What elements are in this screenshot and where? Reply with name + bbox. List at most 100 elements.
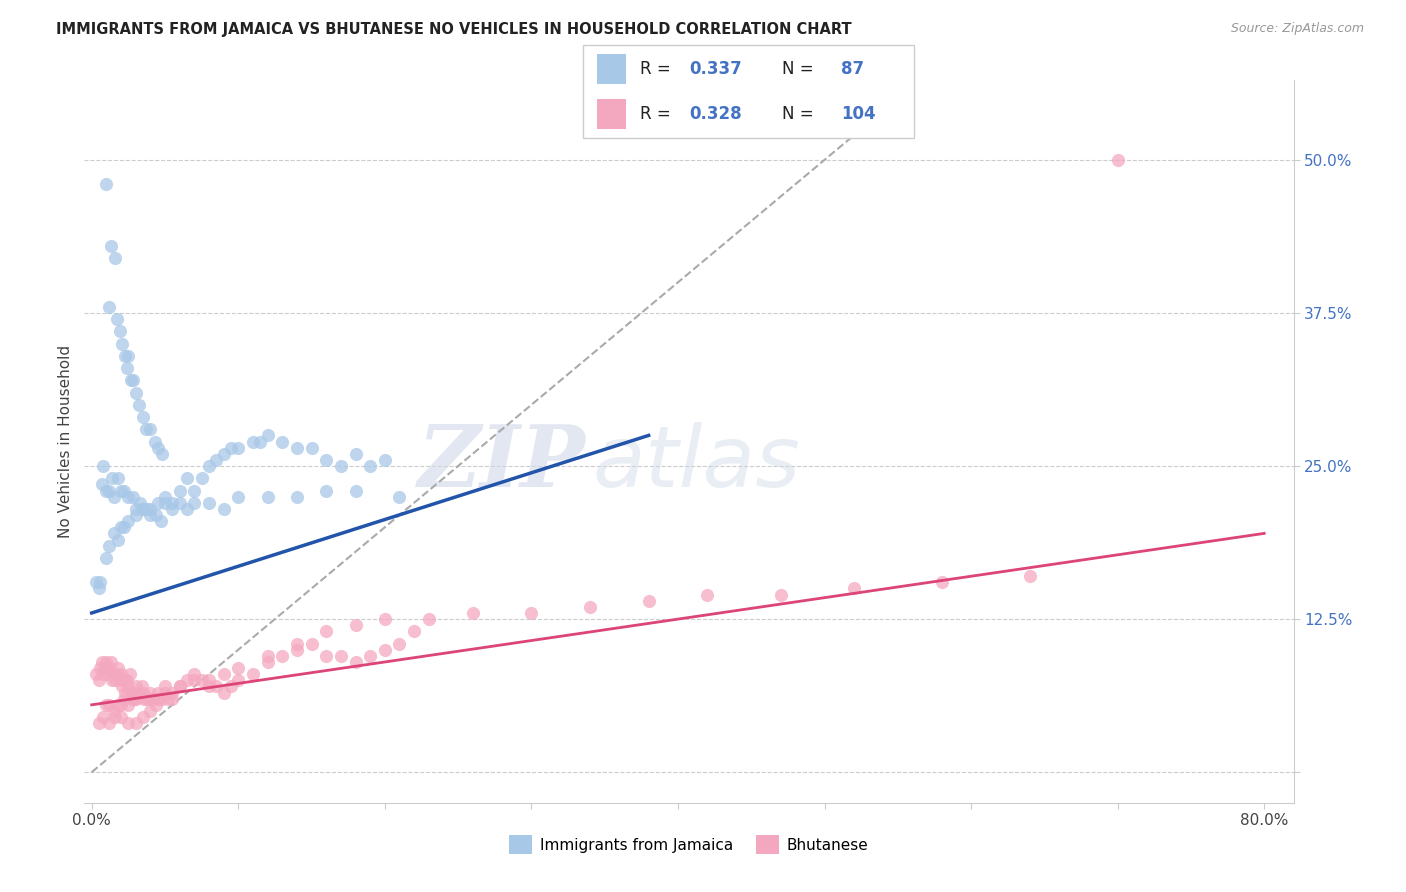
Point [118,667,141,681]
Text: ZIP: ZIP [419,421,586,505]
Point [124,680,146,694]
Point [404,624,426,639]
Point [637,593,659,607]
Point [198,496,221,510]
Point [226,673,249,688]
Point [105,667,128,681]
Point [103,490,125,504]
Point [1018,569,1040,583]
Point [104,710,127,724]
Point [153,680,176,694]
Bar [596,54,627,84]
Point [162,496,184,510]
Point [271,434,294,449]
Point [156,691,179,706]
Point [136,502,159,516]
Point [103,704,125,718]
Point [183,483,205,498]
Point [162,502,184,516]
Text: R =: R = [640,60,676,78]
Point [162,691,184,706]
Point [117,349,139,363]
Point [98,661,121,675]
Point [132,502,155,516]
Point [84,667,107,681]
Point [111,336,134,351]
Legend: Immigrants from Jamaica, Bhutanese: Immigrants from Jamaica, Bhutanese [503,830,875,860]
Point [103,526,125,541]
Point [190,673,212,688]
Point [205,453,228,467]
Point [374,642,396,657]
Point [226,661,249,675]
Point [256,655,278,669]
Point [112,483,135,498]
Point [169,680,191,694]
Point [110,667,132,681]
Y-axis label: No Vehicles in Household: No Vehicles in Household [58,345,73,538]
Point [329,458,352,473]
Point [134,691,156,706]
Point [91,477,114,491]
Point [769,588,792,602]
Point [205,680,228,694]
Point [96,178,118,192]
Point [150,447,173,461]
Point [149,514,172,528]
Point [115,361,138,376]
Point [124,385,146,400]
Bar [596,99,627,129]
Point [931,575,953,590]
Point [117,514,139,528]
Point [107,698,129,712]
Point [256,428,278,442]
Point [117,698,139,712]
Point [110,698,132,712]
Point [242,667,264,681]
Point [110,520,132,534]
Point [162,685,184,699]
Point [104,251,127,265]
Point [153,490,176,504]
Point [121,685,143,699]
Point [91,655,114,669]
Point [93,458,115,473]
Text: 87: 87 [841,60,865,78]
Point [219,680,242,694]
Point [93,667,115,681]
Point [107,471,129,485]
Point [212,502,235,516]
Point [114,685,136,699]
Point [135,422,157,436]
Point [96,698,118,712]
Point [107,661,129,675]
Point [111,680,134,694]
Point [374,612,396,626]
Point [359,458,381,473]
Point [146,441,169,455]
Point [143,434,166,449]
Point [104,673,127,688]
Point [176,471,198,485]
Point [96,483,118,498]
Point [117,490,139,504]
Point [132,685,155,699]
Point [1107,153,1129,167]
Point [101,673,124,688]
Point [112,691,135,706]
Point [388,637,411,651]
Point [129,496,152,510]
Point [108,324,131,338]
Point [219,441,242,455]
Point [96,550,118,565]
Point [344,655,367,669]
Point [198,680,221,694]
Point [150,691,173,706]
Point [344,618,367,632]
Point [136,691,159,706]
Point [117,680,139,694]
Point [139,691,162,706]
Point [146,496,169,510]
Point [285,441,308,455]
Point [212,667,235,681]
